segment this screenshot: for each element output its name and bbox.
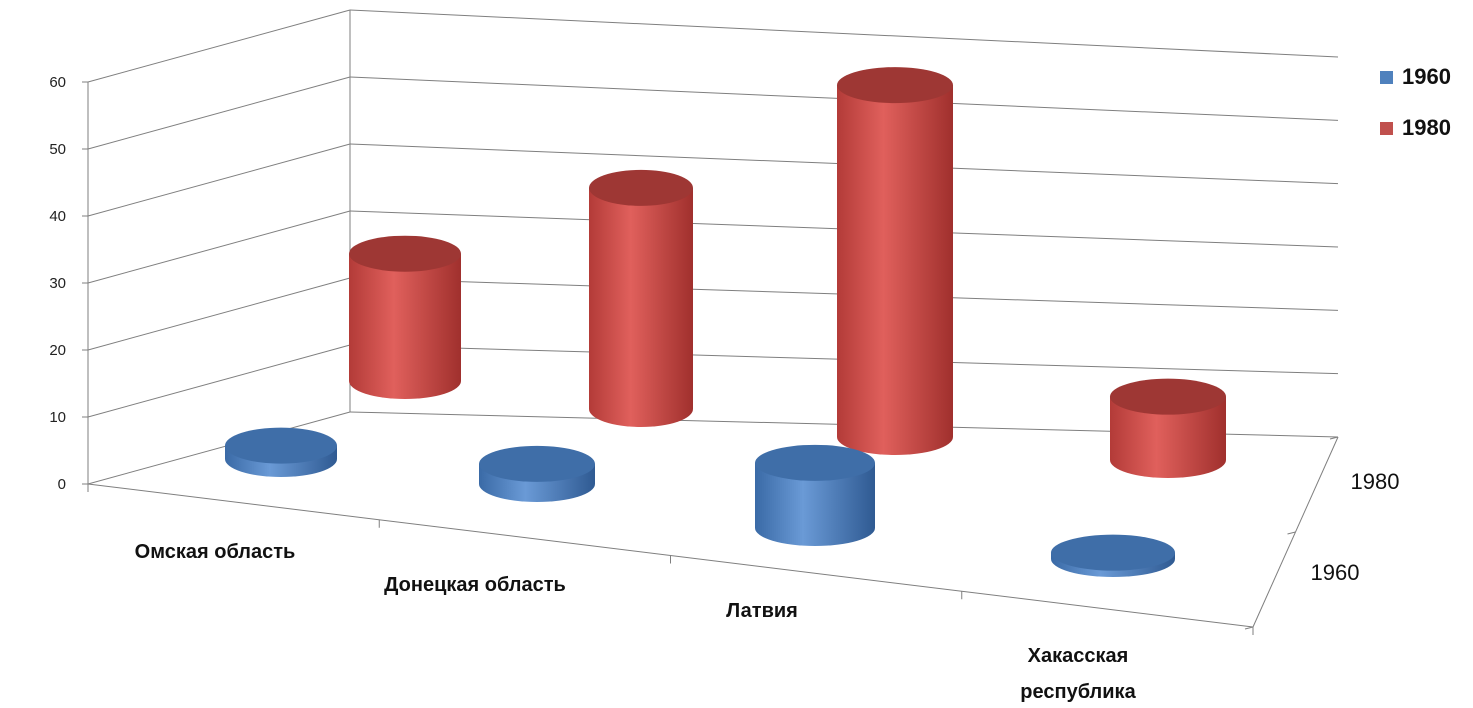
x-category-label-line: Хакасская xyxy=(1028,645,1129,667)
x-category-label-line: республика xyxy=(1020,681,1136,703)
depth-tick-mark xyxy=(1244,626,1254,630)
y-axis: 0 10 20 30 40 50 60 xyxy=(49,74,88,493)
legend-swatch xyxy=(1380,71,1393,84)
bar-top xyxy=(349,235,461,272)
x-category-label: Омская область xyxy=(135,541,296,563)
bar-top xyxy=(837,67,953,104)
bar-top xyxy=(589,169,693,206)
bar-1960 xyxy=(755,444,875,546)
y-tick-label: 40 xyxy=(49,208,66,225)
bar-1960 xyxy=(1051,534,1175,577)
y-tick-label: 60 xyxy=(49,74,66,91)
gridline-side xyxy=(87,277,351,351)
depth-tick-mark xyxy=(1287,531,1296,535)
gridline-side xyxy=(87,9,351,83)
bar-1980 xyxy=(349,235,461,399)
plot-bars xyxy=(225,67,1226,577)
depth-axis-label: 1960 xyxy=(1311,560,1360,585)
chart-walls xyxy=(87,9,1339,628)
legend-swatch xyxy=(1380,122,1393,135)
bar-side xyxy=(589,187,693,427)
y-tick-label: 30 xyxy=(49,275,66,292)
depth-axis-label: 1980 xyxy=(1351,469,1400,494)
depth-tick-mark xyxy=(1329,436,1339,440)
bar-top xyxy=(1051,534,1175,571)
legend-label: 1960 xyxy=(1402,64,1451,89)
bar-1980 xyxy=(837,67,953,455)
bar-1980 xyxy=(589,169,693,427)
y-tick-label: 10 xyxy=(49,409,66,426)
bar-1980 xyxy=(1110,378,1226,478)
bar-1960 xyxy=(479,445,595,502)
bar-side xyxy=(1110,396,1226,478)
bar-side xyxy=(349,253,461,399)
y-tick-label: 50 xyxy=(49,141,66,158)
bar-1960 xyxy=(225,427,337,477)
gridline-side xyxy=(87,143,351,217)
gridline-side xyxy=(87,76,351,150)
gridline-side xyxy=(87,210,351,284)
bar-side xyxy=(837,85,953,455)
x-category-label: Латвия xyxy=(726,600,798,622)
bar-side xyxy=(755,462,875,546)
gridline-side xyxy=(87,344,351,418)
bar-top xyxy=(755,444,875,481)
y-tick-label: 20 xyxy=(49,342,66,359)
bar-top xyxy=(479,445,595,482)
x-category-label: Донецкая область xyxy=(384,574,566,596)
legend: 1960 1980 xyxy=(1380,64,1451,140)
gridline-back xyxy=(349,9,1339,58)
bar-top xyxy=(1110,378,1226,415)
x-axis: Омская область Донецкая область Латвия Хака… xyxy=(87,436,1400,703)
gridline-side xyxy=(87,411,351,485)
x-category-label: Хакасская республика xyxy=(1020,645,1136,703)
bar-top xyxy=(225,427,337,464)
y-tick-label: 0 xyxy=(58,476,66,493)
legend-label: 1980 xyxy=(1402,115,1451,140)
